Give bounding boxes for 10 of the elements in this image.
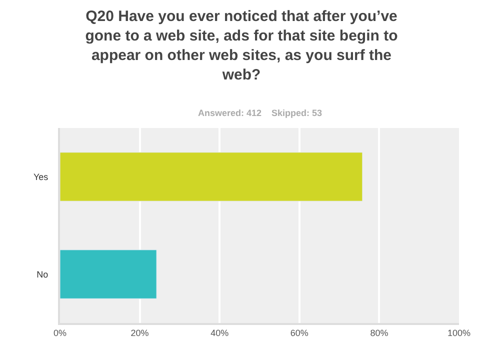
x-tick-label: 100% (447, 328, 471, 338)
x-tick-label: 60% (290, 328, 308, 338)
chart-subtitle: Answered: 412 Skipped: 53 (198, 108, 322, 118)
x-tick-label: 40% (210, 328, 229, 338)
x-tick-label: 20% (130, 328, 149, 338)
x-tick-label: 80% (370, 328, 388, 338)
x-tick-label: 0% (53, 328, 67, 338)
chart-title: Q20 Have you ever noticed that after you’ve gone to a web site, ads for that site begin to appear on other web sites, as you surf the web? (85, 8, 398, 84)
y-tick-label: No (36, 269, 48, 280)
y-tick-label: Yes (34, 172, 49, 182)
